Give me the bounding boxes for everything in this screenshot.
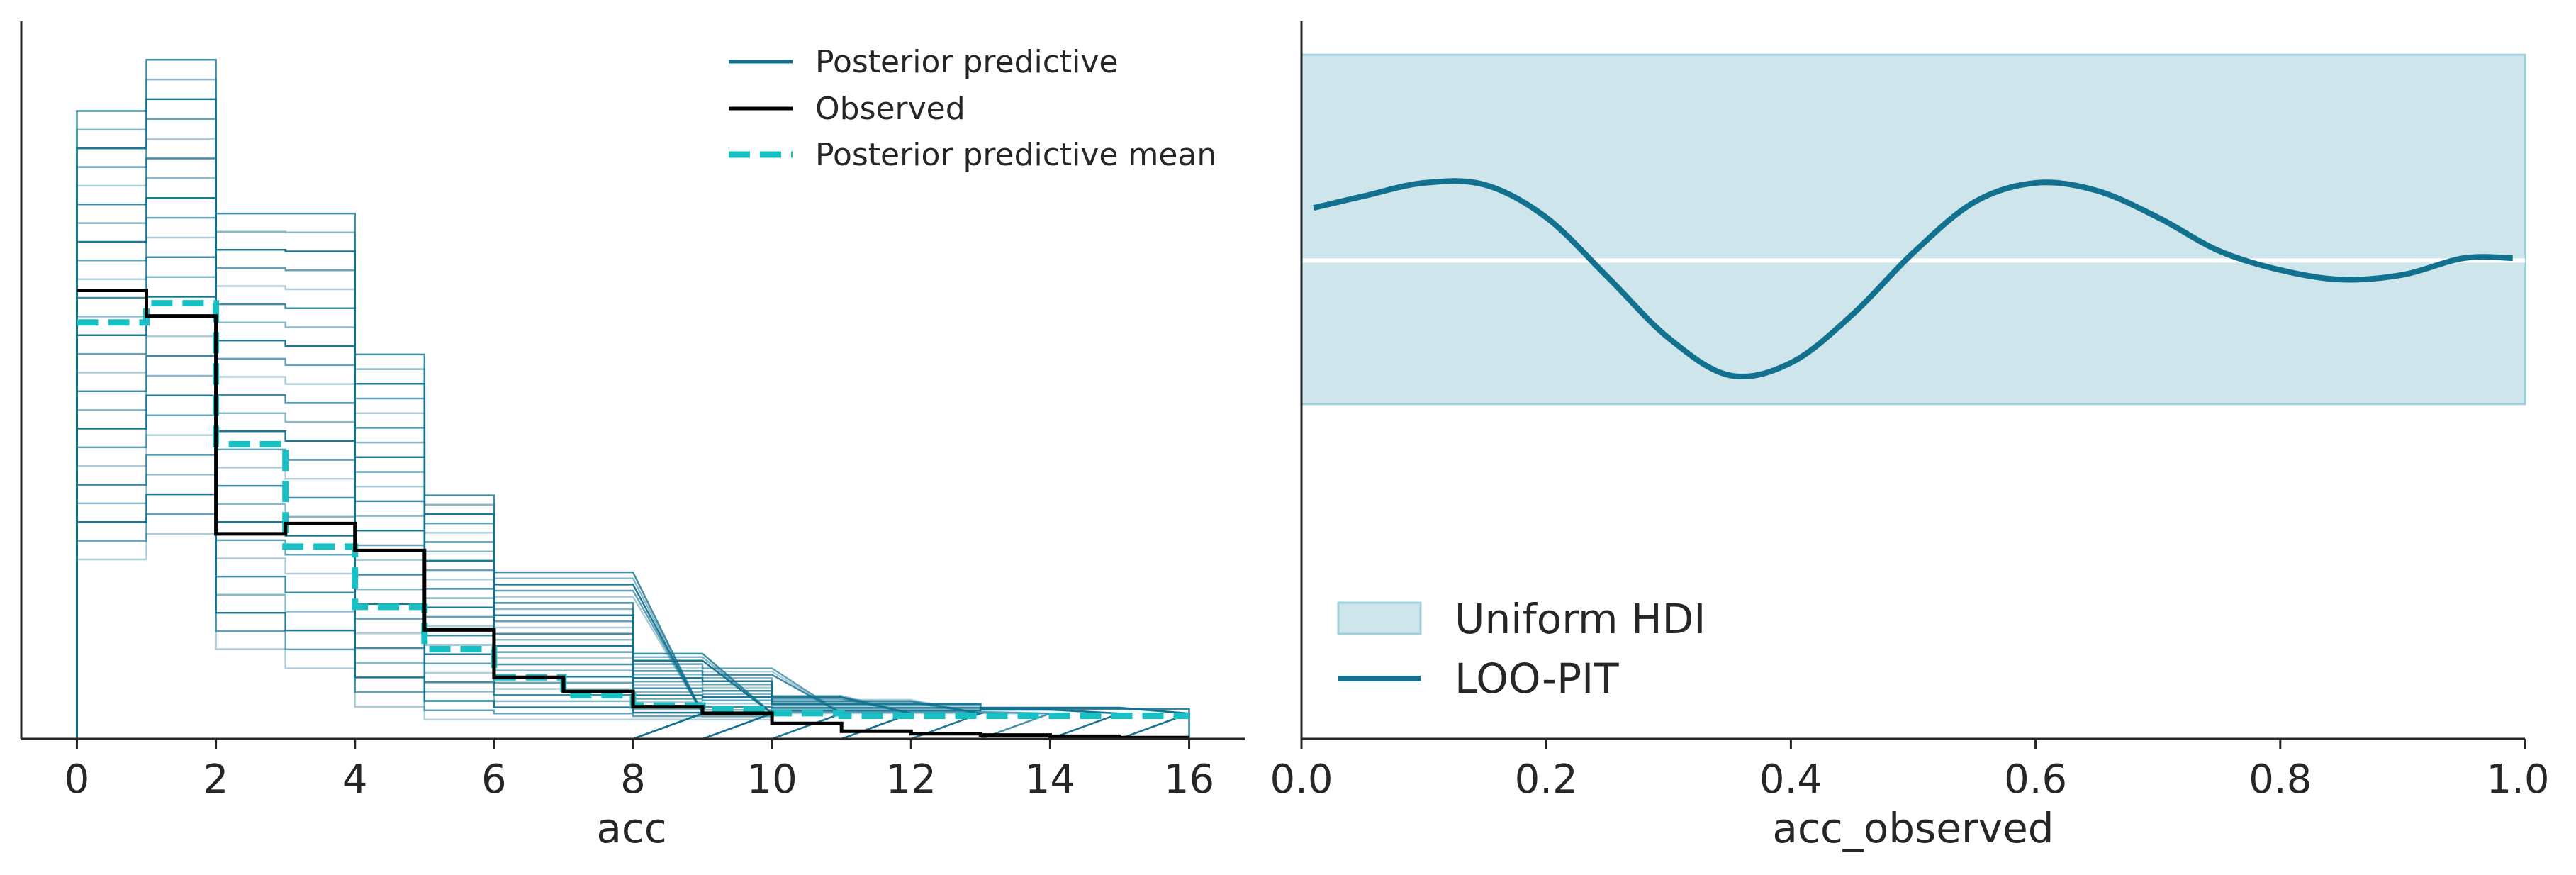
ppc-x-tick-label: 10 — [747, 757, 797, 803]
pit-x-tick-label: 0.4 — [1759, 757, 1822, 803]
ppc-x-tick-label: 14 — [1025, 757, 1075, 803]
posterior-predictive-draw — [76, 58, 704, 740]
ppc-x-tick-label: 6 — [481, 757, 507, 803]
ppc-x-tick-label: 12 — [886, 757, 936, 803]
loo-pit-chart: 0.0 0.2 0.4 0.6 0.8 1.0 acc_observed Uniform … — [1270, 21, 2550, 852]
loo-pit-line — [1313, 178, 2513, 380]
ppc-x-tick-label: 4 — [342, 757, 368, 803]
observed-line — [77, 289, 1189, 740]
pit-x-tick-label: 0.0 — [1270, 757, 1333, 803]
pit-x-ticks: 0.0 0.2 0.4 0.6 0.8 1.0 — [1270, 739, 2550, 803]
ppc-chart: 0 2 4 6 8 10 12 14 16 acc Posterior predictive O… — [20, 21, 1245, 852]
pit-x-axis-label: acc_observed — [1772, 804, 2054, 852]
legend-label-posterior-predictive: Posterior predictive — [815, 44, 1119, 80]
pit-legend: Uniform HDI LOO-PIT — [1337, 595, 1706, 703]
ppc-legend: Posterior predictive Observed Posterior … — [729, 44, 1216, 173]
pit-x-tick-label: 0.8 — [2249, 757, 2312, 803]
pit-x-tick-label: 1.0 — [2486, 757, 2549, 803]
legend-label-loo-pit: LOO-PIT — [1455, 654, 1619, 703]
posterior-predictive-draw — [76, 276, 914, 740]
legend-swatch-uniform-hdi — [1337, 601, 1422, 635]
legend-label-observed: Observed — [815, 91, 965, 127]
ppc-x-ticks: 0 2 4 6 8 10 12 14 16 — [65, 739, 1214, 803]
legend-label-posterior-predictive-mean: Posterior predictive mean — [815, 137, 1216, 173]
posterior-predictive-draw — [76, 157, 774, 740]
uniform-hdi-band — [1300, 53, 2526, 406]
legend-label-uniform-hdi: Uniform HDI — [1455, 595, 1706, 643]
pit-x-tick-label: 0.6 — [2004, 757, 2067, 803]
ppc-x-axis-label: acc — [596, 804, 666, 852]
ppc-x-tick-label: 2 — [203, 757, 229, 803]
ppc-x-tick-label: 16 — [1164, 757, 1214, 803]
ppc-x-tick-label: 8 — [620, 757, 646, 803]
pit-x-tick-label: 0.2 — [1515, 757, 1578, 803]
ppc-x-tick-label: 0 — [65, 757, 90, 803]
